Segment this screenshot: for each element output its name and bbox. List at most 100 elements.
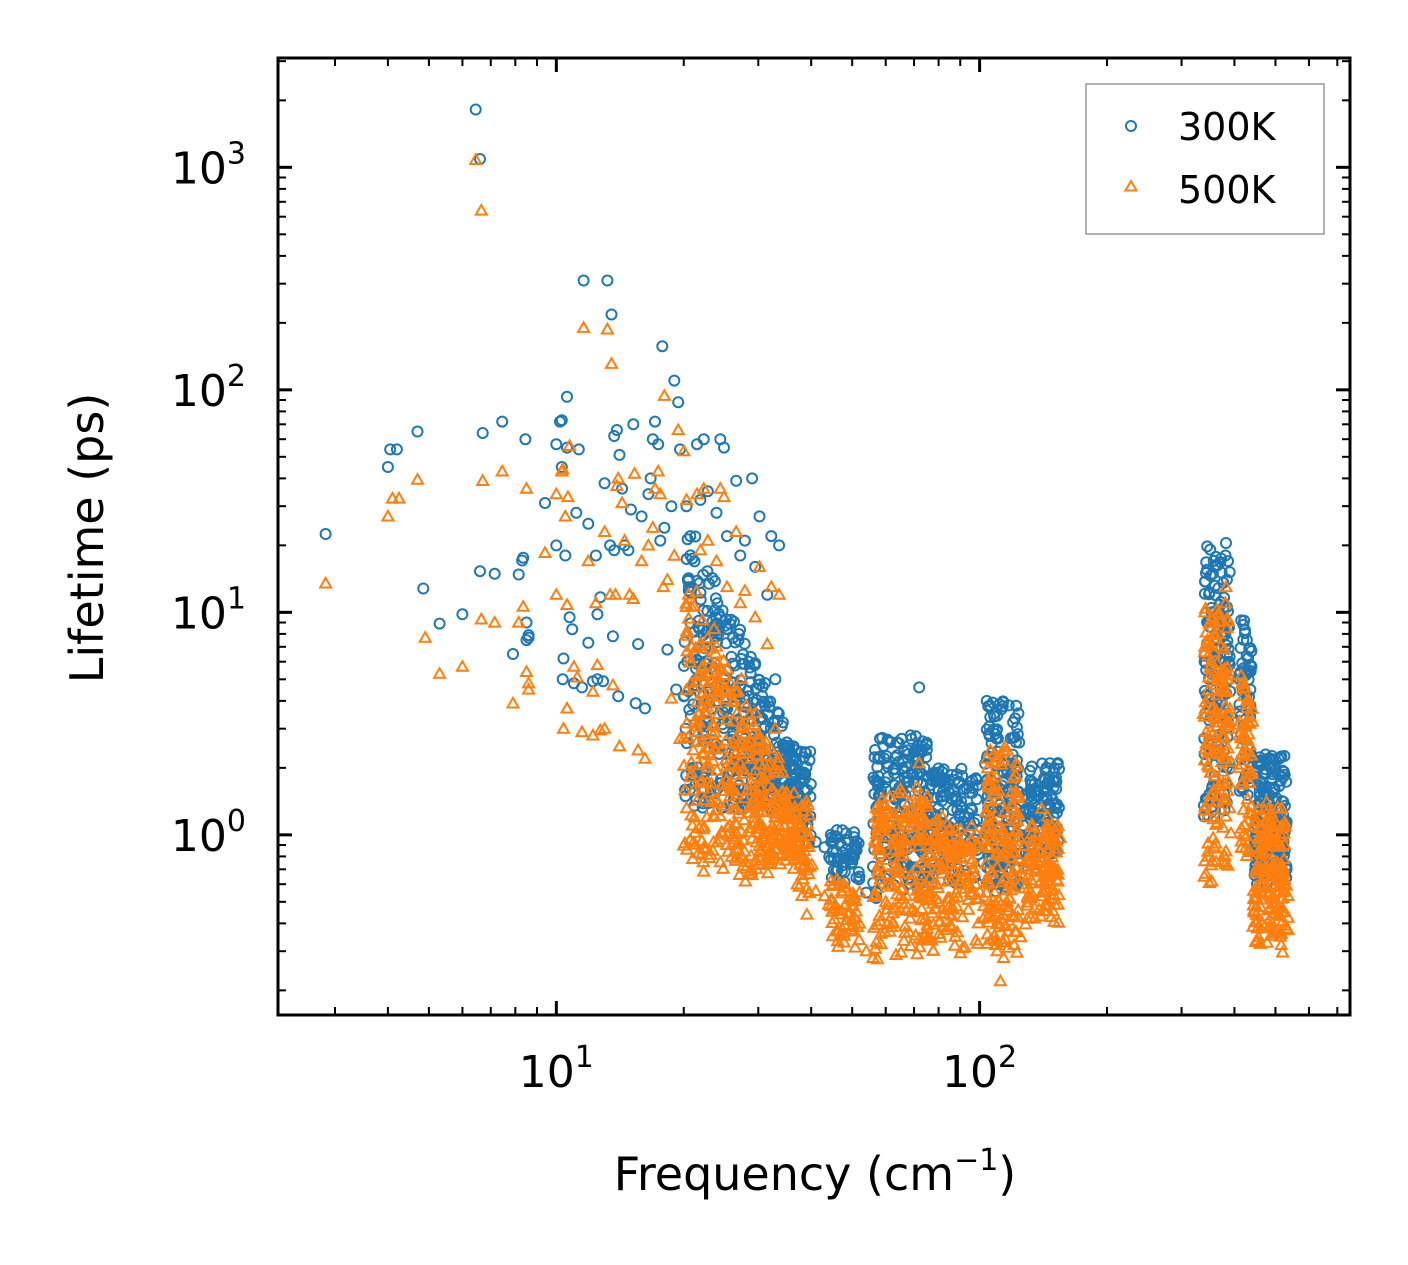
- data-point: [1198, 866, 1214, 879]
- data-point: [591, 673, 604, 686]
- data-point: [1273, 866, 1288, 880]
- data-point: [1251, 800, 1266, 814]
- data-point: [982, 700, 995, 713]
- data-point: [1050, 867, 1066, 880]
- data-point: [1047, 833, 1062, 847]
- data-point: [668, 374, 681, 387]
- data-point: [961, 901, 976, 915]
- data-point: [751, 821, 766, 834]
- data-point: [963, 780, 976, 793]
- data-point: [1199, 575, 1211, 588]
- data-point: [970, 835, 985, 849]
- data-point: [917, 849, 933, 863]
- data-point: [953, 945, 968, 959]
- data-point: [604, 356, 619, 369]
- data-point: [1203, 786, 1219, 800]
- data-point: [581, 553, 596, 567]
- data-point: [1008, 810, 1023, 824]
- data-point: [799, 906, 815, 920]
- data-point: [850, 871, 863, 884]
- data-point: [929, 812, 944, 825]
- data-point: [1209, 719, 1224, 733]
- data-point: [927, 853, 942, 866]
- data-point: [630, 742, 646, 756]
- data-point: [723, 779, 739, 793]
- data-point: [695, 612, 710, 626]
- data-point: [982, 840, 997, 853]
- data-point: [1218, 808, 1233, 822]
- data-point: [925, 942, 941, 956]
- data-point: [794, 888, 810, 901]
- data-point: [679, 492, 694, 506]
- data-point: [983, 730, 996, 743]
- data-point: [519, 664, 534, 677]
- data-point: [759, 764, 774, 778]
- data-point: [836, 928, 852, 941]
- data-point: [1198, 600, 1213, 614]
- data-point: [711, 706, 726, 719]
- data-point: [837, 859, 850, 871]
- data-point: [982, 832, 998, 845]
- data-point: [980, 760, 995, 774]
- data-point: [1030, 808, 1043, 821]
- data-point: [1201, 540, 1214, 553]
- data-point: [1004, 784, 1019, 798]
- data-point: [696, 792, 712, 806]
- data-point: [968, 876, 983, 890]
- data-point: [891, 844, 906, 857]
- data-point: [771, 764, 786, 777]
- data-point: [729, 636, 742, 649]
- data-point: [496, 415, 509, 428]
- data-point: [1048, 774, 1061, 787]
- data-point: [683, 807, 699, 821]
- data-point: [605, 308, 618, 321]
- data-point: [560, 489, 576, 503]
- data-point: [946, 901, 961, 915]
- data-point: [715, 861, 731, 874]
- data-point: [991, 915, 1007, 929]
- data-point: [956, 769, 969, 782]
- data-point: [1052, 830, 1068, 843]
- data-point: [647, 481, 663, 494]
- data-point: [574, 724, 590, 738]
- data-point: [693, 577, 706, 590]
- data-point: [519, 481, 534, 494]
- data-point: [931, 813, 946, 827]
- data-point: [880, 897, 895, 910]
- data-point: [1000, 899, 1016, 913]
- data-point: [672, 396, 685, 409]
- data-point: [845, 918, 860, 932]
- data-point: [699, 809, 715, 823]
- data-point: [873, 936, 889, 950]
- data-point: [965, 864, 981, 877]
- data-point: [616, 482, 629, 495]
- data-point: [537, 545, 553, 558]
- data-point: [801, 807, 817, 821]
- data-point: [799, 793, 814, 807]
- data-point: [1255, 917, 1270, 930]
- data-point: [991, 709, 1004, 722]
- data-point: [597, 721, 612, 734]
- data-point: [707, 724, 723, 738]
- data-point: [799, 816, 815, 830]
- data-point: [670, 683, 683, 696]
- data-point: [920, 743, 933, 756]
- data-point: [634, 553, 649, 567]
- data-point: [987, 723, 1000, 736]
- data-point: [1234, 776, 1249, 790]
- data-point: [883, 879, 899, 892]
- data-point: [556, 721, 571, 734]
- data-point: [556, 673, 569, 686]
- data-point: [868, 810, 884, 823]
- data-point: [969, 826, 984, 839]
- data-point: [1005, 879, 1021, 893]
- data-point: [719, 691, 734, 705]
- data-point: [728, 850, 743, 864]
- data-point: [522, 629, 535, 642]
- data-point: [1024, 890, 1039, 904]
- data-point: [709, 592, 722, 605]
- data-point: [978, 833, 994, 847]
- data-point: [1236, 802, 1251, 815]
- x-axis-title: Frequency (cm−1): [614, 1143, 1017, 1201]
- data-point: [924, 932, 939, 946]
